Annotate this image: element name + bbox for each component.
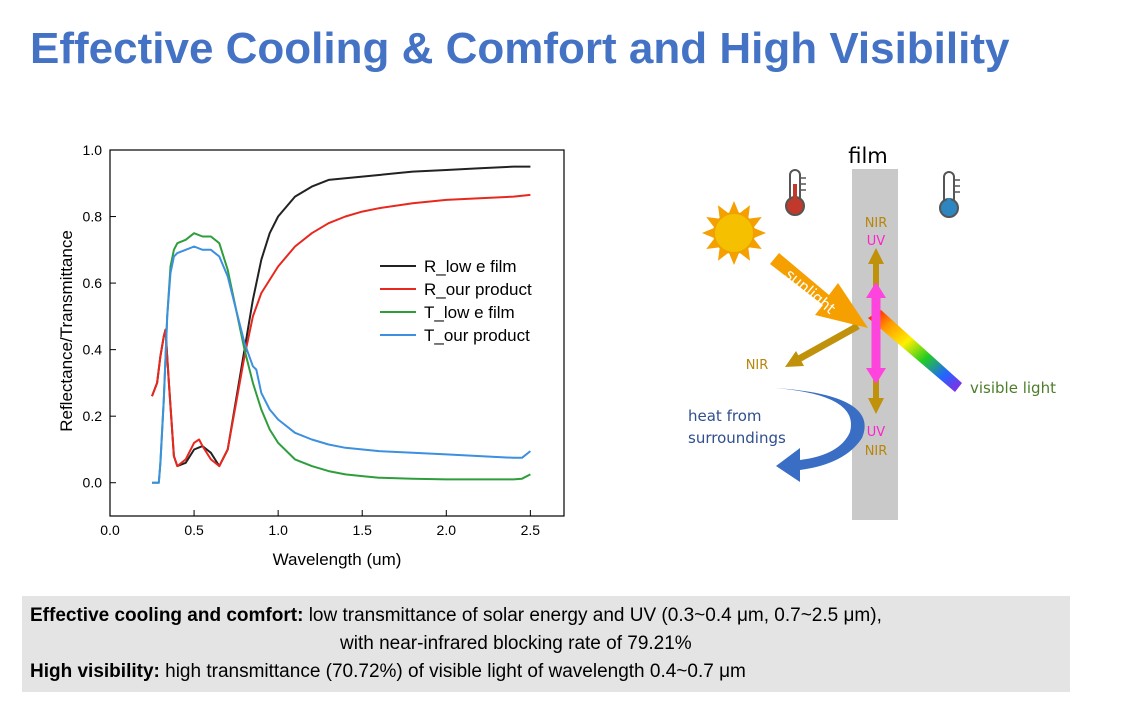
y-tick-label: 0.8	[83, 209, 103, 225]
film-label: film	[848, 144, 888, 168]
sun-icon	[702, 201, 766, 265]
x-tick-label: 1.0	[268, 522, 288, 538]
uv-bottom-label: UV	[867, 425, 886, 440]
chart-series	[151, 165, 532, 484]
x-tick-label: 0.0	[100, 522, 120, 538]
x-tick-label: 1.5	[352, 522, 372, 538]
legend-label-3: T_our product	[424, 326, 530, 345]
series-line-3	[152, 245, 532, 484]
info-visibility-heading: High visibility:	[30, 661, 160, 682]
heat-label-line2: surroundings	[688, 429, 786, 447]
legend-label-1: R_our product	[424, 280, 532, 299]
legend-label-2: T_low e film	[424, 303, 515, 322]
x-axis-label: Wavelength (um)	[273, 550, 402, 569]
nir-reflect-arrow	[785, 322, 860, 367]
y-tick-label: 0.0	[83, 475, 103, 491]
y-axis-label: Reflectance/Transmittance	[57, 230, 76, 432]
y-tick-label: 0.6	[83, 275, 103, 291]
x-tick-label: 0.5	[184, 522, 204, 538]
hot-thermometer-icon	[785, 169, 806, 216]
info-line-2: with near-infrared blocking rate of 79.2…	[30, 630, 1062, 658]
chart-legend: R_low e film R_our product T_low e film T_o…	[380, 257, 532, 345]
plot-frame	[109, 149, 565, 517]
heat-arrow	[775, 388, 865, 482]
series-line-2	[152, 232, 531, 484]
spectrum-chart: 0.0 0.5 1.0 1.5 2.0 2.5 0.0 0.2 0.4 0.6 0.8 1.0 R_l…	[57, 142, 565, 569]
series-line-1	[151, 193, 531, 468]
uv-vertical-arrow	[866, 282, 886, 384]
visible-light-label: visible light	[970, 379, 1056, 397]
sunlight-label: sunlight	[781, 265, 839, 317]
y-tick-label: 0.4	[83, 342, 103, 358]
heat-label-line1: heat from	[688, 407, 761, 425]
x-tick-label: 2.5	[521, 522, 541, 538]
visible-light-beam	[868, 310, 962, 392]
info-cooling-heading: Effective cooling and comfort:	[30, 605, 304, 626]
sunlight-arrow	[770, 253, 868, 328]
nir-left-label: NIR	[746, 358, 769, 373]
info-cooling-text: low transmittance of solar energy and UV…	[303, 605, 882, 626]
y-tick-label: 1.0	[83, 142, 103, 158]
info-line-1: Effective cooling and comfort: low trans…	[30, 602, 1062, 630]
info-box: Effective cooling and comfort: low trans…	[22, 596, 1070, 692]
x-tick-label: 2.0	[437, 522, 457, 538]
cold-thermometer-icon	[939, 171, 960, 218]
chart-axes: 0.0 0.5 1.0 1.5 2.0 2.5 0.0 0.2 0.4 0.6 0.8 1.0	[83, 142, 565, 538]
nir-bottom-label: NIR	[865, 444, 888, 459]
info-visibility-text: high transmittance (70.72%) of visible l…	[159, 661, 746, 682]
uv-top-label: UV	[867, 234, 886, 249]
legend-label-0: R_low e film	[424, 257, 517, 276]
info-nir-blocking-text: with near-infrared blocking rate of 79.2…	[340, 633, 692, 654]
slide-title: Effective Cooling & Comfort and High Vis…	[30, 24, 1010, 73]
y-tick-label: 0.2	[83, 408, 103, 424]
info-line-3: High visibility: high transmittance (70.…	[30, 658, 1062, 686]
film-diagram: film	[688, 144, 1056, 520]
nir-top-label: NIR	[865, 216, 888, 231]
